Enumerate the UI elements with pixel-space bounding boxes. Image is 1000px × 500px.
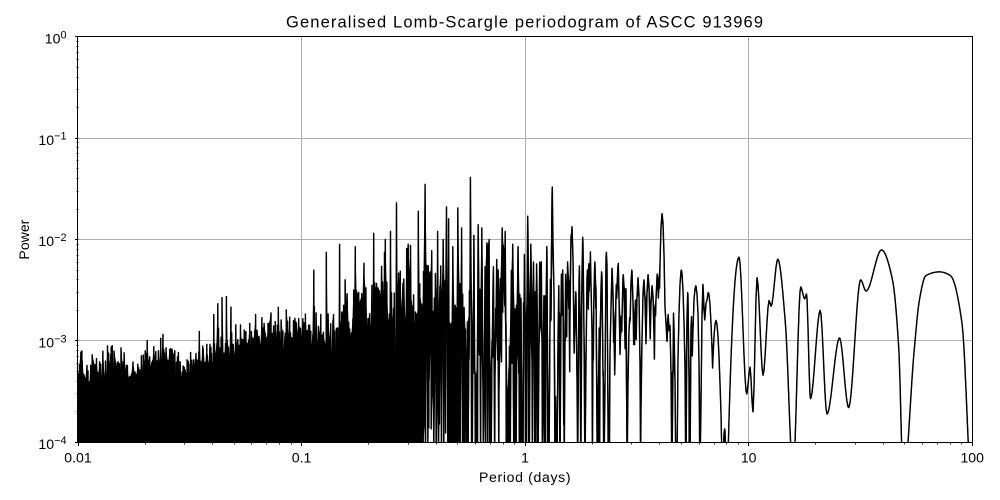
svg-text:Period (days): Period (days) <box>479 469 571 485</box>
svg-text:100: 100 <box>960 450 984 466</box>
svg-text:0.01: 0.01 <box>64 450 92 466</box>
svg-text:10: 10 <box>741 450 757 466</box>
svg-text:Power: Power <box>16 219 32 259</box>
svg-text:0.1: 0.1 <box>292 450 312 466</box>
svg-text:Generalised Lomb-Scargle perio: Generalised Lomb-Scargle periodogram of … <box>286 14 764 32</box>
svg-text:1: 1 <box>521 450 529 466</box>
